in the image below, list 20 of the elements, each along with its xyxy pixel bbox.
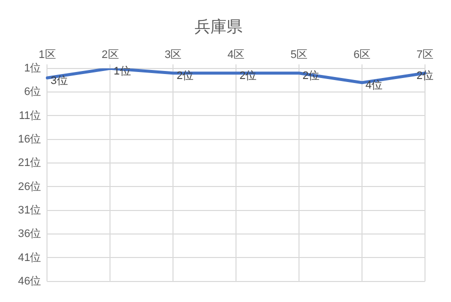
data-label: 4位 [365, 80, 383, 92]
y-tick-label: 46位 [18, 275, 42, 288]
y-tick-label: 21位 [18, 157, 42, 170]
data-label: 3位 [50, 74, 68, 87]
y-tick-label: 36位 [18, 228, 42, 240]
x-tick-label: 7区 [416, 48, 434, 61]
y-tick-label: 11位 [18, 110, 42, 122]
x-tick-label: 3区 [164, 48, 182, 61]
y-tick-label: 41位 [18, 252, 42, 264]
x-tick-label: 5区 [290, 48, 308, 61]
x-tick-label: 1区 [38, 48, 56, 61]
y-tick-label: 16位 [18, 133, 42, 146]
y-tick-label: 6位 [24, 86, 42, 98]
x-tick-label: 6区 [353, 48, 371, 61]
y-tick-label: 26位 [18, 180, 42, 193]
x-tick-label: 4区 [228, 48, 245, 61]
x-tick-label: 2区 [102, 48, 119, 61]
y-tick-label: 31位 [18, 204, 42, 216]
y-tick-label: 1位 [24, 62, 42, 74]
chart-title: 兵庫県 [194, 18, 242, 36]
